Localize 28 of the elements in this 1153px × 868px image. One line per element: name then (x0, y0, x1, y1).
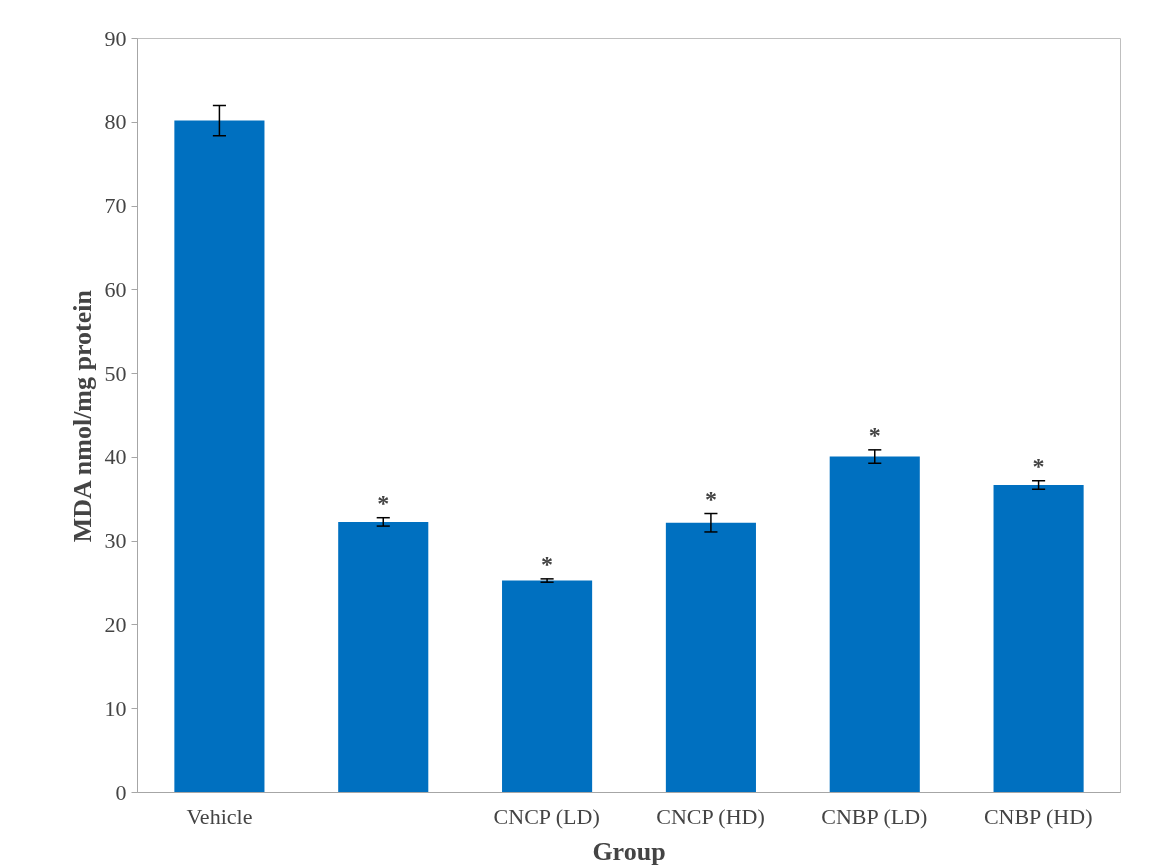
y-tick-label: 60 (104, 276, 127, 302)
x-tick-label: CNCP (HD) (656, 803, 765, 829)
data-label: * (868, 421, 881, 448)
x-axis-title: Group (592, 836, 666, 866)
y-tick-label: 10 (104, 695, 127, 721)
y-tick-label: 20 (104, 611, 127, 637)
y-tick-label: 80 (104, 109, 127, 135)
x-tick-label: CNCP (LD) (493, 803, 600, 829)
y-axis-title: MDA nmol/mg protein (67, 289, 97, 543)
y-tick-label: 30 (104, 528, 127, 554)
bar (502, 580, 593, 793)
bar (338, 521, 429, 793)
bar (174, 120, 265, 793)
data-label: * (1032, 452, 1045, 479)
y-tick-label: 0 (115, 779, 127, 805)
data-label: * (704, 485, 717, 512)
y-tick-label: 70 (104, 193, 127, 219)
x-tick-label: Vehicle (186, 803, 253, 829)
x-tick-label: CNBP (LD) (821, 803, 928, 829)
y-tick-label: 90 (104, 25, 127, 51)
y-tick-label: 50 (104, 360, 127, 386)
data-label: * (541, 550, 554, 577)
bar (993, 485, 1084, 793)
bar (829, 456, 920, 793)
data-label: * (377, 489, 390, 516)
x-tick-label: CNBP (HD) (983, 803, 1093, 829)
y-tick-label: 40 (104, 444, 127, 470)
bar (665, 522, 756, 793)
